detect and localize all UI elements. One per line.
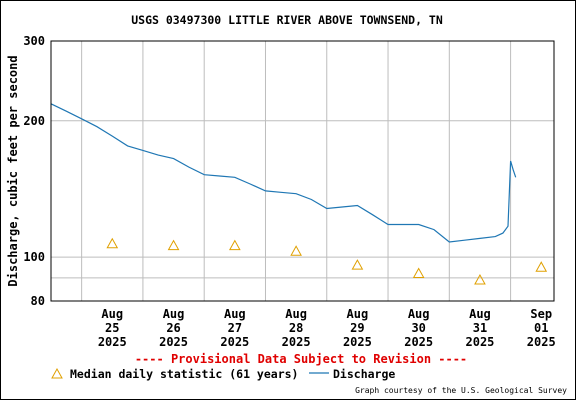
- legend-median-label: Median daily statistic (61 years): [70, 367, 298, 381]
- x-tick-label: 31: [473, 321, 487, 335]
- x-tick-label: 2025: [282, 335, 311, 349]
- x-tick-label: 2025: [220, 335, 249, 349]
- median-marker: [351, 259, 364, 270]
- x-tick-label: 2025: [98, 335, 127, 349]
- x-tick-label: Aug: [285, 307, 307, 321]
- median-marker: [167, 239, 180, 251]
- x-tick-label: Sep: [530, 307, 552, 321]
- y-axis-label: Discharge, cubic feet per second: [6, 55, 20, 286]
- plot-area-border: [50, 40, 555, 302]
- median-marker: [290, 245, 302, 256]
- x-tick-label: 2025: [527, 335, 556, 349]
- x-tick-label: 28: [289, 321, 303, 335]
- x-tick-label: 01: [534, 321, 548, 335]
- provisional-note: ---- Provisional Data Subject to Revisio…: [135, 352, 467, 366]
- legend: Median daily statistic (61 years) Discha…: [51, 367, 395, 381]
- y-tick-label: 300: [23, 34, 45, 48]
- x-tick-label: Aug: [224, 307, 246, 321]
- y-tick-label: 100: [23, 250, 45, 264]
- x-tick-label: 2025: [159, 335, 188, 349]
- x-tick-label: Aug: [163, 307, 185, 321]
- median-marker: [535, 261, 548, 272]
- x-tick-label: 2025: [343, 335, 372, 349]
- x-tick-label: 26: [166, 321, 180, 335]
- median-marker: [474, 273, 486, 285]
- x-tick-label: 2025: [466, 335, 495, 349]
- median-marker: [228, 239, 241, 251]
- y-tick-label: 80: [31, 294, 45, 308]
- discharge-line: [50, 103, 517, 243]
- y-tick-label: 200: [23, 114, 45, 128]
- series-layer: [50, 103, 548, 285]
- chart-title: USGS 03497300 LITTLE RIVER ABOVE TOWNSEN…: [131, 13, 443, 27]
- x-tick-label: 2025: [404, 335, 433, 349]
- legend-triangle-marker: [51, 367, 63, 379]
- graph-credit: Graph courtesy of the U.S. Geological Su…: [355, 386, 567, 395]
- median-marker: [106, 237, 119, 249]
- x-tick-label: 30: [411, 321, 425, 335]
- x-axis-ticks: Aug252025Aug262025Aug272025Aug282025Aug2…: [98, 307, 556, 349]
- y-axis-ticks: 80 100 200 300: [23, 34, 45, 308]
- grid-lines: [51, 40, 554, 302]
- x-tick-label: Aug: [101, 307, 123, 321]
- x-tick-label: Aug: [408, 307, 430, 321]
- x-tick-label: Aug: [469, 307, 491, 321]
- legend-discharge-label: Discharge: [333, 367, 395, 381]
- median-marker: [412, 267, 425, 279]
- x-tick-label: 29: [350, 321, 364, 335]
- x-tick-label: Aug: [347, 307, 369, 321]
- x-tick-label: 27: [228, 321, 242, 335]
- x-tick-label: 25: [105, 321, 119, 335]
